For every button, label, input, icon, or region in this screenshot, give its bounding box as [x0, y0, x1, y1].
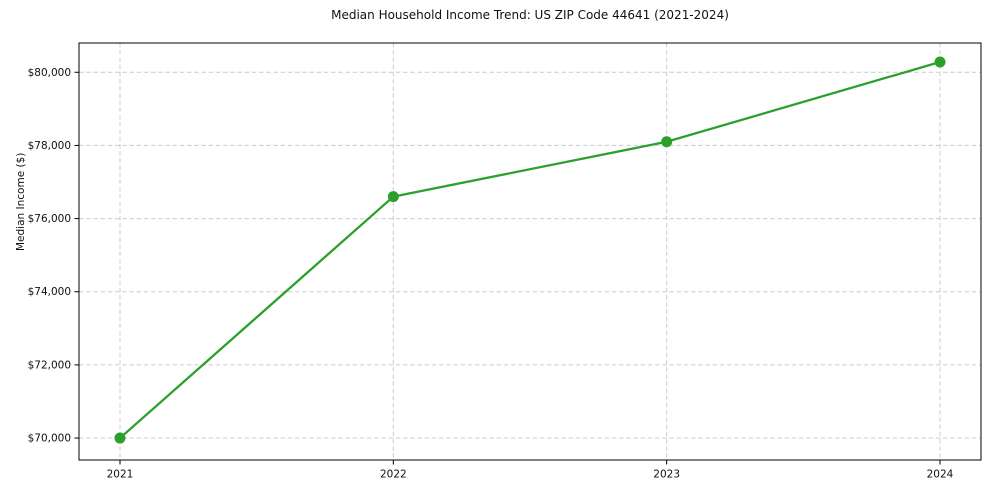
chart-title: Median Household Income Trend: US ZIP Co… [331, 8, 729, 22]
x-tick-label: 2021 [107, 469, 134, 481]
data-point-marker [661, 136, 673, 148]
data-point-marker [934, 56, 946, 68]
plot-border [78, 42, 982, 461]
data-line [118, 60, 942, 440]
y-tick-label: $80,000 [28, 67, 71, 79]
x-tick-label: 2023 [653, 469, 680, 481]
x-tick-label: 2022 [380, 469, 407, 481]
y-tick-label: $72,000 [28, 359, 71, 371]
y-tick-label: $74,000 [28, 286, 71, 298]
y-tick-label: $78,000 [28, 140, 71, 152]
x-tick-label: 2024 [927, 469, 954, 481]
y-tick-label: $76,000 [28, 213, 71, 225]
data-point-marker [114, 432, 126, 444]
data-point-marker [387, 191, 399, 203]
y-tick-label: $70,000 [28, 433, 71, 445]
